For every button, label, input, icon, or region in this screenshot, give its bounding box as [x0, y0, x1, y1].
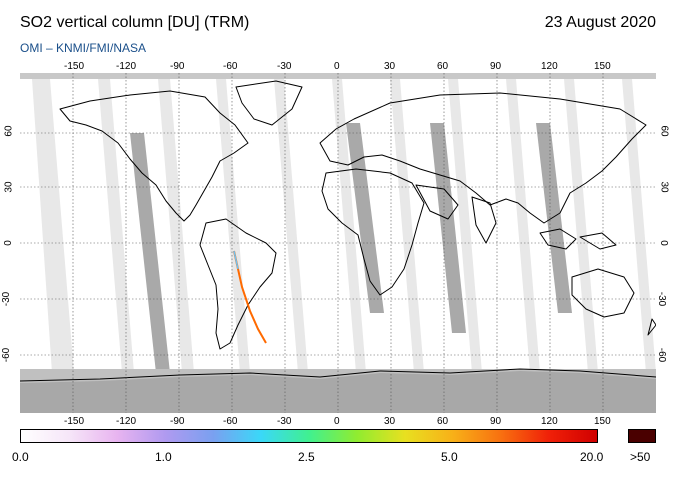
bottom-lon-tick: -120	[116, 416, 137, 427]
top-lon-tick: 0	[334, 61, 340, 72]
right-lat-tick: 0	[657, 240, 669, 246]
map-date: 23 August 2020	[544, 14, 656, 31]
map-title: SO2 vertical column [DU] (TRM)	[20, 14, 250, 31]
top-lon-tick: 150	[594, 61, 611, 72]
data-credit: OMI – KNMI/FMI/NASA	[20, 41, 147, 55]
top-lon-tick: 30	[384, 61, 396, 72]
left-lat-tick: 60	[3, 125, 15, 137]
left-lat-tick: 30	[3, 181, 15, 193]
top-lon-tick: -120	[116, 61, 137, 72]
right-lat-tick: -30	[656, 291, 668, 307]
colorbar-label: >50	[630, 450, 651, 464]
right-lat-tick: -60	[656, 347, 668, 363]
colorbar-label: 2.5	[298, 450, 315, 464]
bottom-lon-tick: -60	[223, 416, 238, 427]
colorbar-label: 0.0	[12, 450, 29, 464]
colorbar-label: 1.0	[155, 450, 172, 464]
graticule	[20, 73, 656, 413]
colorbar-gradient	[20, 429, 598, 443]
top-lon-tick: -30	[277, 61, 292, 72]
arctic-nodata	[20, 73, 656, 79]
right-lat-tick: 30	[658, 181, 670, 193]
swath-layer	[20, 79, 656, 373]
bottom-lon-tick: -90	[170, 416, 185, 427]
bottom-lon-tick: 120	[541, 416, 558, 427]
top-lon-tick: -90	[170, 61, 185, 72]
bottom-lon-tick: 150	[594, 416, 611, 427]
colorbar-label: 5.0	[441, 450, 458, 464]
left-lat-tick: -30	[1, 291, 13, 307]
so2-world-map	[20, 73, 656, 413]
colorbar-label: 20.0	[580, 450, 604, 464]
so2-plume	[233, 250, 267, 344]
bottom-lon-tick: 60	[437, 416, 449, 427]
bottom-lon-tick: 0	[334, 416, 340, 427]
bottom-lon-tick: -30	[277, 416, 292, 427]
coastlines	[20, 80, 656, 382]
right-lat-tick: 60	[658, 125, 670, 137]
top-lon-tick: -60	[223, 61, 238, 72]
top-lon-tick: 90	[490, 61, 502, 72]
left-lat-tick: 0	[2, 240, 14, 246]
colorbar-overflow-box	[628, 429, 656, 443]
so2-plume-low	[233, 250, 239, 270]
bottom-lon-tick: 90	[490, 416, 502, 427]
data-gap-layer	[130, 123, 572, 373]
top-lon-tick: 120	[541, 61, 558, 72]
left-lat-tick: -60	[1, 347, 13, 363]
bottom-lon-tick: 30	[384, 416, 396, 427]
top-lon-tick: 60	[437, 61, 449, 72]
bottom-lon-tick: -150	[64, 416, 85, 427]
top-lon-tick: -150	[64, 61, 85, 72]
